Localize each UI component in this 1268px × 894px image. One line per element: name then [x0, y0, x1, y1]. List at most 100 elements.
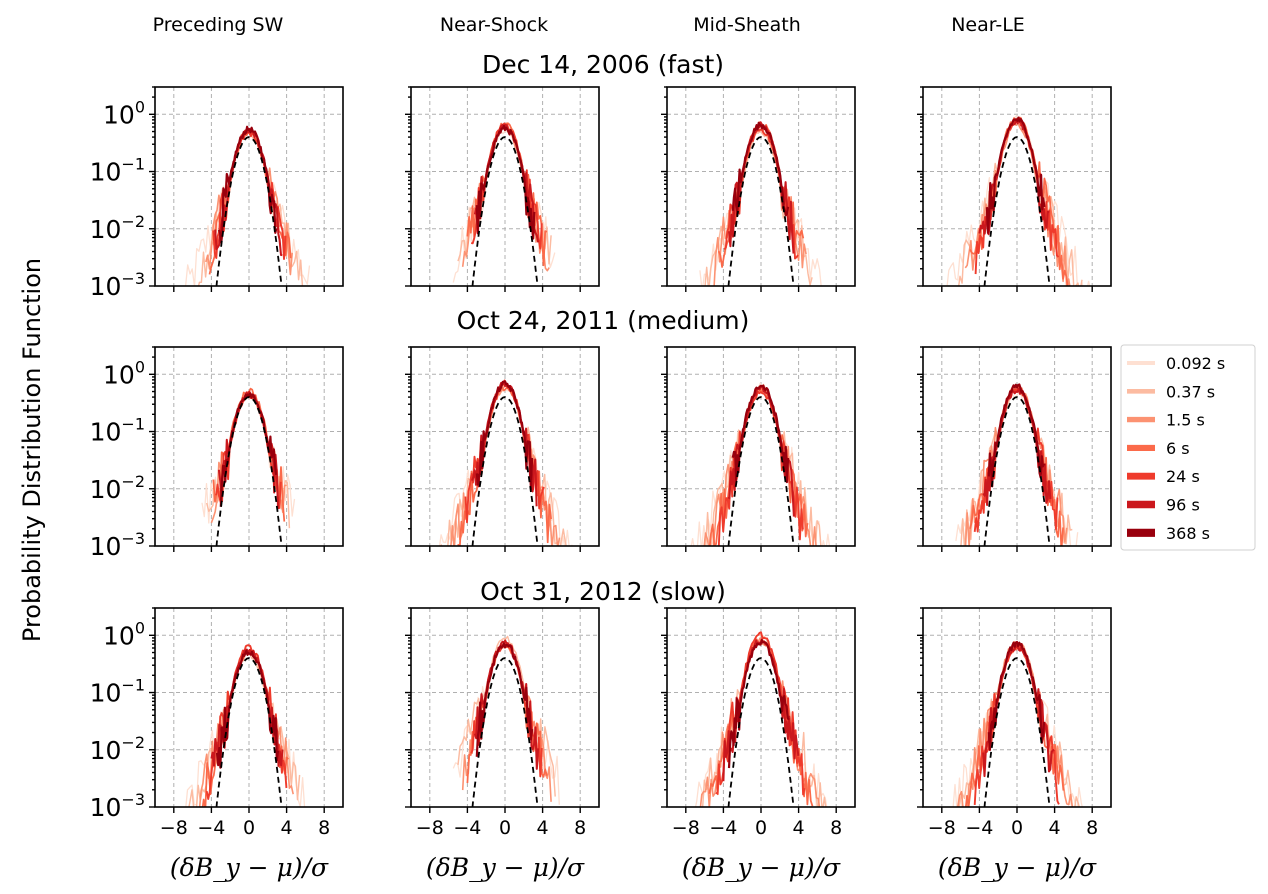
- x-tick-label: −4: [709, 817, 737, 839]
- series-line-368s: [987, 383, 1046, 488]
- gaussian-reference-line: [471, 396, 539, 546]
- panel-r2-c2: −8 −4 0 4 8 (δB_y − μ)/σ: [661, 607, 856, 882]
- series-line-368s: [475, 642, 534, 757]
- y-tick-label: 10−3: [90, 790, 145, 822]
- series-group: [438, 379, 573, 546]
- legend-label: 0.37 s: [1166, 382, 1215, 401]
- gaussian-reference-line: [215, 396, 283, 546]
- series-group: [699, 121, 822, 286]
- x-tick-label: 4: [537, 817, 549, 839]
- gaussian-reference-line: [727, 396, 795, 546]
- x-tick-label: 8: [574, 817, 586, 839]
- series-line-368s: [217, 125, 278, 244]
- x-tick-label: −4: [453, 817, 481, 839]
- series-group: [201, 387, 296, 546]
- series-group: [452, 635, 560, 807]
- series-group: [694, 631, 831, 807]
- y-tick-label: 10−2: [90, 212, 145, 244]
- gaussian-reference-line: [983, 396, 1051, 546]
- x-tick-label: 4: [1049, 817, 1061, 839]
- y-tick-label: 10−2: [90, 733, 145, 765]
- x-tick-label: −8: [416, 817, 444, 839]
- legend-label: 24 s: [1166, 467, 1200, 486]
- gaussian-reference-line: [215, 136, 283, 286]
- x-tick-label: 4: [793, 817, 805, 839]
- series-group: [184, 125, 311, 286]
- series-line-24s: [715, 631, 806, 796]
- panel-r0-c2: [661, 86, 856, 292]
- column-header-mid-sheath: Mid-Sheath: [693, 14, 801, 36]
- series-group: [952, 640, 1083, 807]
- y-tick-label: 10−1: [90, 415, 145, 447]
- column-header-near-le: Near-LE: [951, 14, 1025, 36]
- gaussian-reference-line: [983, 136, 1051, 286]
- column-header-near-shock: Near-Shock: [440, 14, 548, 36]
- x-axis-label: (δB_y − μ)/σ: [426, 853, 585, 882]
- y-tick-label: 10−3: [90, 269, 145, 301]
- panel-r1-c0: 10−3 10−2 10−1 100: [90, 346, 344, 561]
- y-tick-label: 100: [103, 357, 145, 389]
- series-line-037s: [188, 652, 301, 807]
- x-axis-label: (δB_y − μ)/σ: [938, 853, 1097, 882]
- column-header-preceding-sw: Preceding SW: [153, 14, 284, 36]
- panel-r2-c3: −8 −4 0 4 8 (δB_y − μ)/σ: [917, 607, 1112, 882]
- legend-label: 368 s: [1166, 524, 1210, 543]
- x-tick-label: 0: [1011, 817, 1023, 839]
- x-tick-label: 8: [1086, 817, 1098, 839]
- panel-r0-c1: [405, 86, 600, 292]
- series-line-368s: [475, 124, 536, 240]
- panel-r2-c0: −8 −4 0 4 8 10−3 10−2 10−1 100 (δB_y − μ)/σ: [90, 607, 344, 882]
- series-line-0092s: [452, 130, 556, 283]
- y-axis-label: Probability Distribution Function: [18, 258, 46, 642]
- series-line-0092s: [694, 641, 831, 807]
- series-line-368s: [215, 649, 280, 769]
- y-tick-label: 10−1: [90, 676, 145, 708]
- gaussian-reference-line: [471, 136, 539, 286]
- gaussian-reference-line: [983, 657, 1051, 807]
- row-title-dec-2006: Dec 14, 2006 (fast): [482, 50, 724, 79]
- series-line-368s: [985, 116, 1046, 234]
- y-tick-label: 10−2: [90, 472, 145, 504]
- y-tick-label: 10−1: [90, 155, 145, 187]
- x-tick-label: −4: [965, 817, 993, 839]
- series-group: [946, 115, 1091, 286]
- series-line-368s: [731, 121, 790, 217]
- gaussian-reference-line: [727, 657, 795, 807]
- series-group: [690, 382, 831, 546]
- panel-r1-c3: [917, 346, 1112, 552]
- x-axis-label: (δB_y − μ)/σ: [682, 853, 841, 882]
- x-tick-label: 8: [830, 817, 842, 839]
- panels-grid: 10−3 10−2 10−1 100 10−3 10−2 10−1 100 −8 −4 0 4 8 10−…: [90, 86, 1112, 882]
- x-tick-label: 4: [281, 817, 293, 839]
- series-line-368s: [475, 380, 534, 490]
- x-axis-label: (δB_y − μ)/σ: [170, 853, 329, 882]
- series-line-037s: [197, 129, 304, 286]
- legend: 0.092 s 0.37 s 1.5 s 6 s 24 s 96 s 368 s: [1120, 344, 1256, 551]
- x-tick-label: 0: [243, 817, 255, 839]
- x-tick-label: 0: [499, 817, 511, 839]
- panel-r2-c1: −8 −4 0 4 8 (δB_y − μ)/σ: [405, 607, 600, 882]
- series-line-15s: [964, 385, 1068, 546]
- row-titles: Dec 14, 2006 (fast) Oct 24, 2011 (medium…: [457, 50, 750, 606]
- series-line-037s: [704, 130, 813, 286]
- gaussian-reference-line: [727, 136, 795, 286]
- legend-label: 96 s: [1166, 496, 1200, 515]
- row-title-oct-2012: Oct 31, 2012 (slow): [480, 577, 726, 606]
- x-tick-label: 8: [318, 817, 330, 839]
- panel-r1-c2: [661, 346, 856, 552]
- series-group: [185, 644, 306, 807]
- series-line-0092s: [952, 645, 1083, 807]
- y-tick-label: 100: [103, 97, 145, 129]
- series-group: [452, 122, 556, 286]
- x-tick-label: −8: [160, 817, 188, 839]
- y-tick-label: 10−3: [90, 529, 145, 561]
- column-headers: Preceding SW Near-Shock Mid-Sheath Near-…: [153, 14, 1025, 36]
- panel-r1-c1: [405, 346, 600, 552]
- panel-r0-c0: 10−3 10−2 10−1 100: [90, 86, 344, 301]
- y-tick-label: 100: [103, 618, 145, 650]
- gaussian-reference-line: [471, 657, 539, 807]
- x-tick-label: 0: [755, 817, 767, 839]
- legend-label: 6 s: [1166, 439, 1190, 458]
- series-line-368s: [731, 384, 790, 484]
